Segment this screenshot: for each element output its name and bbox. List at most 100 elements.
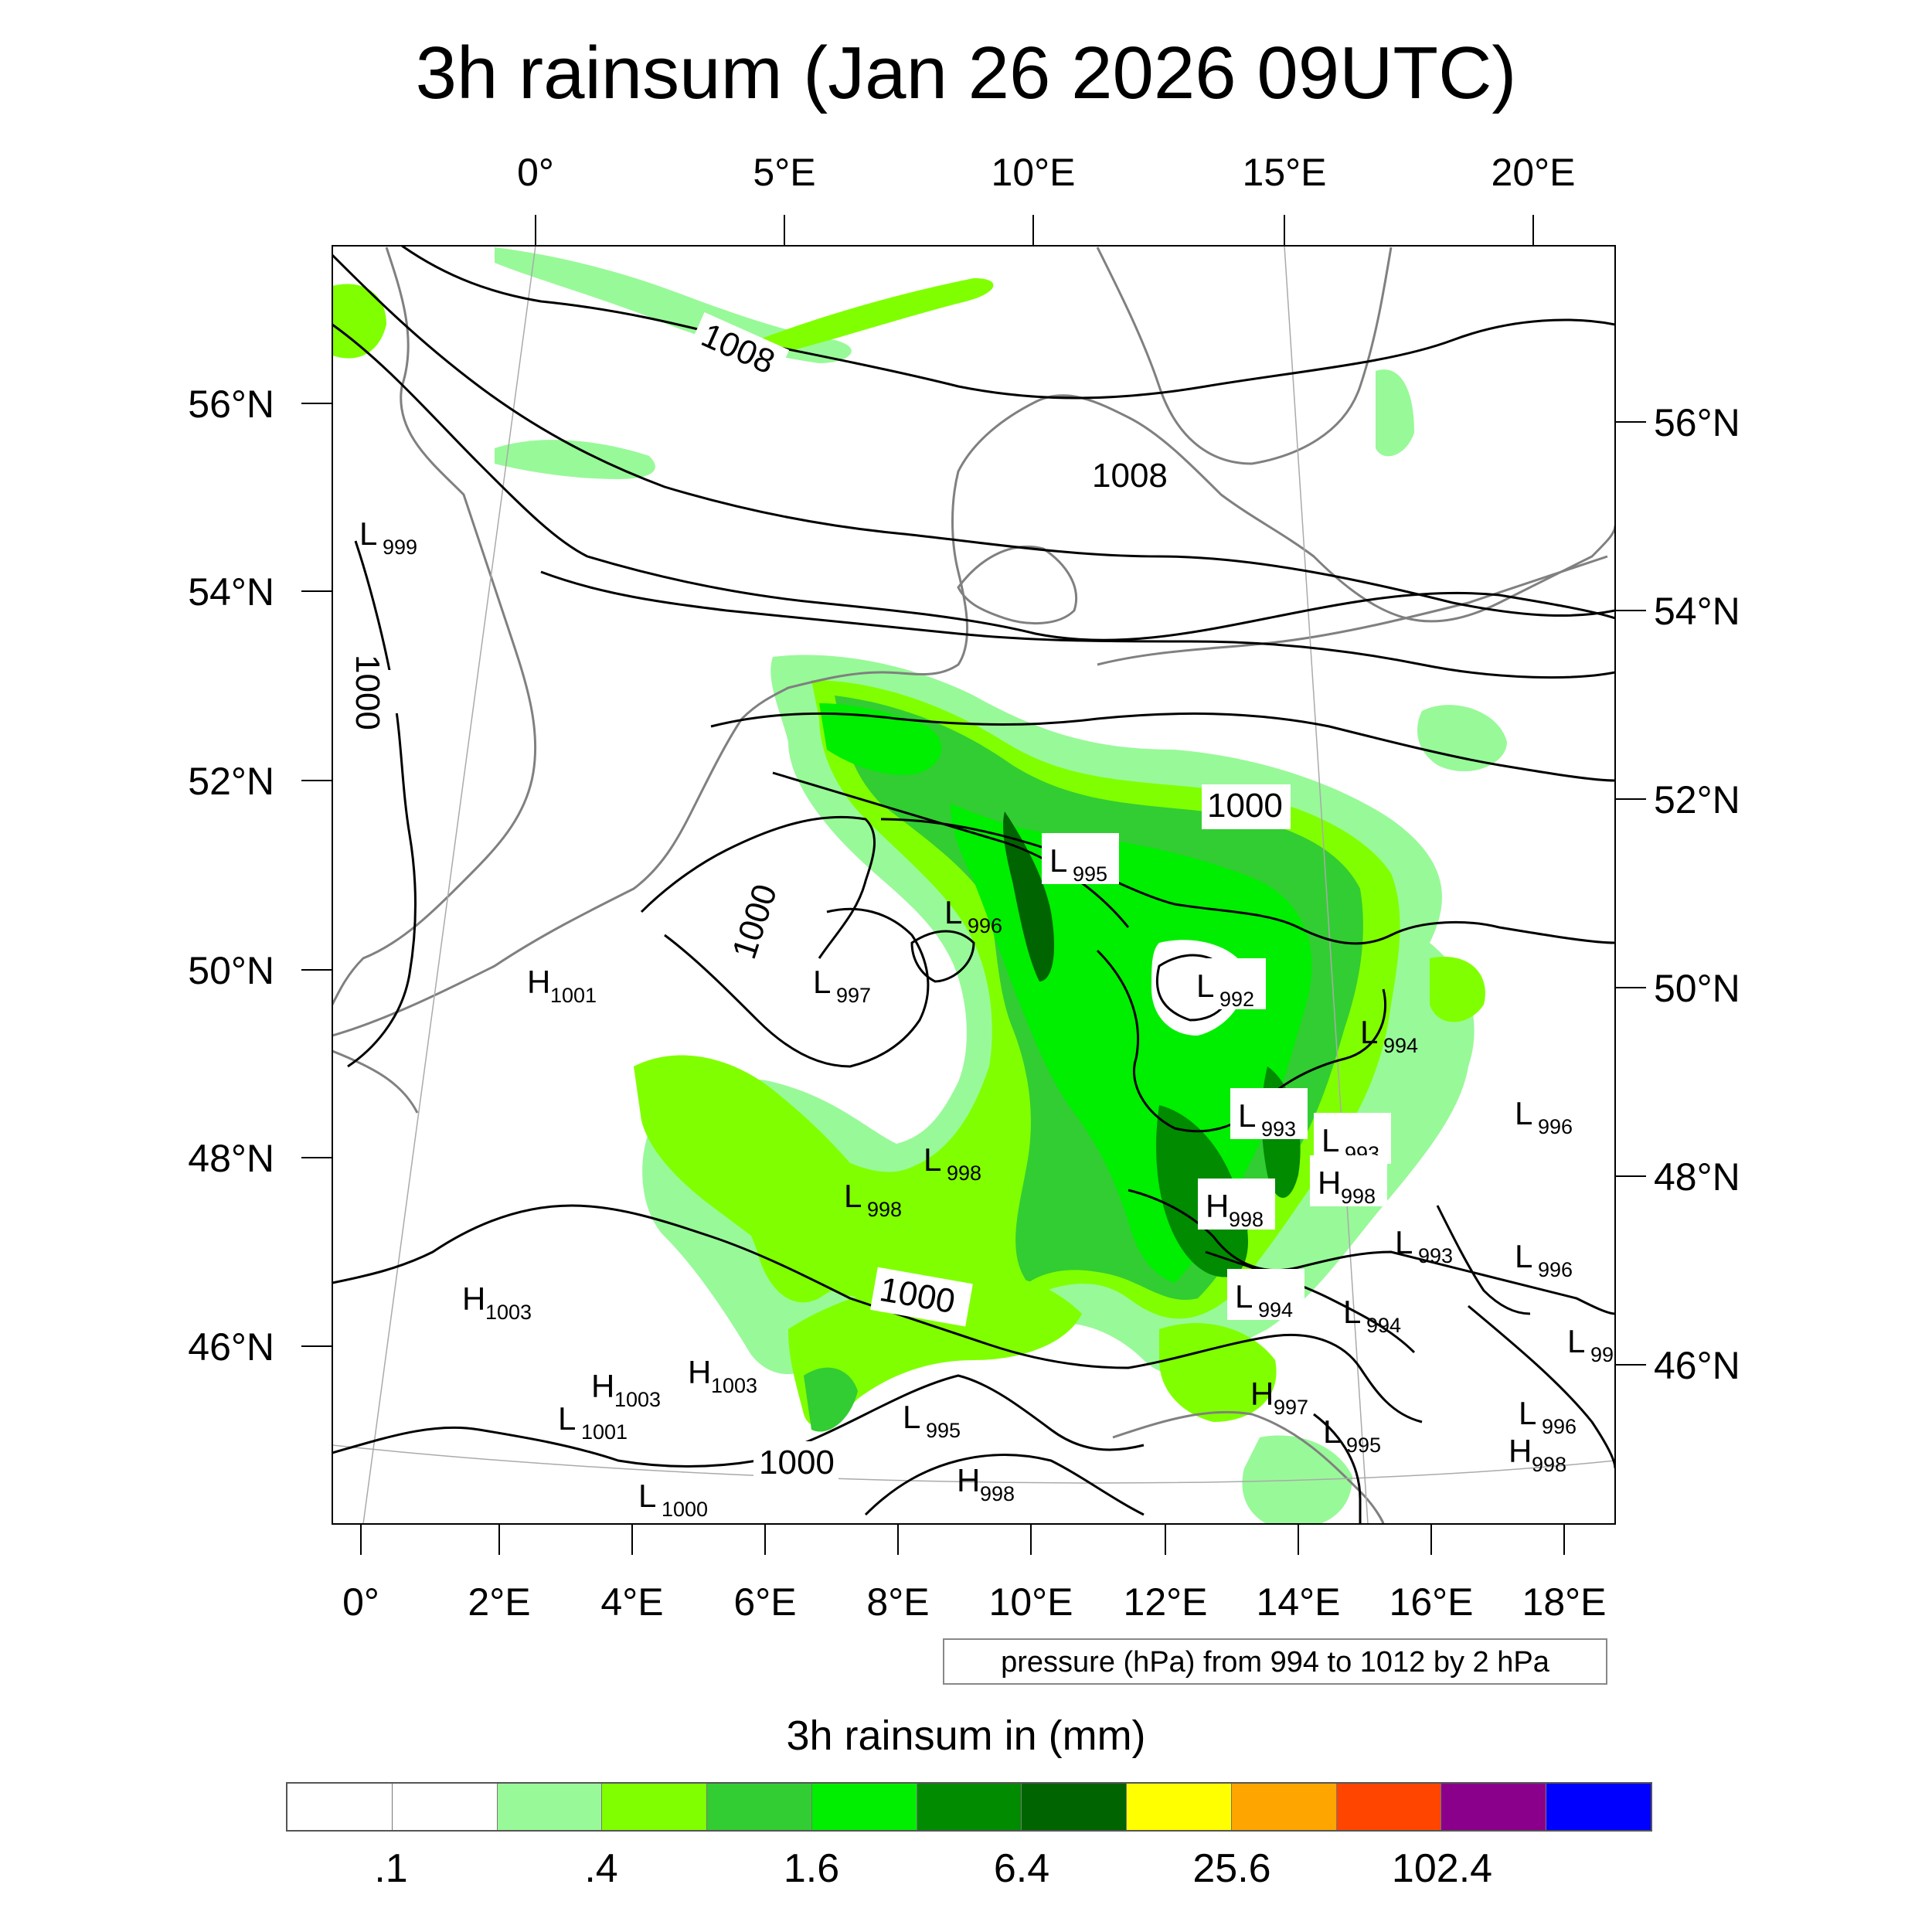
pressure-center-value: 995 [1346, 1434, 1381, 1457]
pressure-center-value: 999 [383, 536, 417, 559]
pressure-center-value: 996 [1538, 1115, 1573, 1138]
pressure-center-value: 993 [1261, 1117, 1296, 1141]
pressure-center-value: 992 [1219, 988, 1254, 1011]
pressure-center-type: L [1519, 1395, 1536, 1431]
pressure-center-type: L [638, 1478, 656, 1514]
top-lon-label: 0° [517, 151, 554, 194]
pressure-center: L 1001 [558, 1400, 628, 1444]
pressure-center: L 996 [1515, 1095, 1573, 1138]
pressure-center: L 994 [1227, 1269, 1304, 1321]
colorbar-swatch [497, 1784, 603, 1830]
pressure-center-value: 997 [1274, 1396, 1308, 1419]
colorbar-label: .1 [374, 1846, 408, 1891]
isobar [1436, 1205, 1531, 1315]
isobar [1468, 1304, 1615, 1469]
pressure-center-value: 996 [1542, 1415, 1577, 1438]
isobar [332, 323, 1615, 641]
pressure-center-value: 998 [947, 1162, 981, 1185]
pressure-center: L 996 [1515, 1238, 1573, 1281]
colorbar-label: .4 [584, 1846, 618, 1891]
isobar [332, 253, 1615, 617]
isobars [332, 246, 1615, 1524]
isobar [772, 771, 1130, 928]
pressure-center: L 995 [1323, 1413, 1381, 1457]
colorbar-swatch [811, 1784, 917, 1830]
pressure-center-value: 1003 [485, 1301, 532, 1324]
pressure-center: H 1001 [527, 964, 597, 1007]
isobar [540, 570, 1615, 679]
pressure-center: L 993 [1230, 1088, 1308, 1141]
rain-area-poland-east [1417, 705, 1507, 772]
colorbar-swatch [1022, 1784, 1128, 1830]
colorbar-label: 1.6 [783, 1846, 840, 1891]
pressure-center-type: L [1395, 1224, 1413, 1260]
pressure-center-value: 994 [1258, 1298, 1293, 1321]
pressure-center: H 1003 [462, 1281, 532, 1324]
pressure-center-type: L [1196, 968, 1214, 1004]
pressure-center: L 992 [1189, 958, 1266, 1011]
pressure-center-value: 997 [836, 984, 871, 1007]
colorbar-swatch [1336, 1784, 1442, 1830]
left-lat-label: 56°N [188, 383, 274, 426]
isobar-label: 1000 [759, 1444, 835, 1481]
pressure-center-value: 993 [1418, 1244, 1453, 1267]
bottom-lon-label: 12°E [1124, 1580, 1208, 1624]
pressure-center-type: L [1235, 1278, 1253, 1315]
left-lat-label: 54°N [188, 570, 274, 614]
colorbar-swatch [1127, 1784, 1232, 1830]
colorbar-swatch [602, 1784, 708, 1830]
isobar [1205, 1250, 1416, 1354]
pressure-center-type: L [844, 1178, 862, 1214]
left-lat-axis [301, 403, 332, 1347]
rain-area-adriatic [1159, 1323, 1277, 1422]
colorbar [286, 1782, 1652, 1832]
rain-area-very-heavy-2 [1003, 811, 1055, 981]
colorbar-label: 25.6 [1192, 1846, 1271, 1891]
pressure-center-type: L [1360, 1014, 1378, 1050]
isobar [1096, 949, 1387, 1133]
pressure-center-value: 998 [1341, 1185, 1376, 1208]
pressure-center-type: L [944, 894, 962, 930]
colorbar-label: 102.4 [1391, 1846, 1493, 1891]
pressure-center-type: L [903, 1399, 920, 1435]
coastline-adriatic [1112, 1410, 1385, 1524]
pressure-center-value: 998 [867, 1198, 902, 1221]
top-lon-label: 10°E [992, 151, 1076, 194]
bottom-lon-label: 2°E [468, 1580, 530, 1624]
isobar [347, 540, 417, 1068]
pressure-center-type: L [1567, 1323, 1585, 1359]
pressure-center-type: H [957, 1462, 980, 1498]
bottom-lon-label: 16°E [1389, 1580, 1474, 1624]
pressure-center: H 1003 [688, 1354, 757, 1397]
pressure-info-box: pressure (hPa) from 994 to 1012 by 2 hPa [943, 1638, 1607, 1685]
pressure-center-value: 1003 [711, 1374, 757, 1397]
pressure-center: L 997 [1567, 1323, 1615, 1366]
pressure-center: H 1003 [591, 1368, 661, 1411]
bottom-lon-label: 4°E [600, 1580, 663, 1624]
pressure-center: L 994 [1343, 1294, 1401, 1337]
colorbar-label: 6.4 [993, 1846, 1050, 1891]
bottom-lon-label: 18°E [1522, 1580, 1607, 1624]
rain-area-north-sea-band-2 [757, 278, 994, 355]
colorbar-swatch [287, 1784, 393, 1830]
coastline-baltic [1097, 555, 1608, 666]
pressure-center: L 994 [1360, 1014, 1418, 1057]
coastline-uk [332, 247, 537, 1005]
bottom-lon-label: 6°E [733, 1580, 796, 1624]
pressure-center-value: 996 [1538, 1258, 1573, 1281]
rain-area-alps [788, 1273, 1082, 1426]
right-lat-label: 56°N [1654, 401, 1740, 444]
bottom-lon-axis [360, 1524, 1565, 1555]
isobar [910, 930, 975, 983]
right-lat-axis [1615, 421, 1646, 1366]
rain-area-north-sea-band [495, 247, 852, 363]
pressure-center-type: H [1250, 1376, 1274, 1412]
pressure-center: L 998 [923, 1141, 981, 1185]
left-lat-label: 52°N [188, 760, 274, 803]
pressure-center-type: L [1321, 1122, 1339, 1158]
map-title: 3h rainsum (Jan 26 2026 09UTC) [415, 32, 1517, 114]
isobar [664, 907, 930, 1068]
map-frame [332, 245, 1616, 1525]
